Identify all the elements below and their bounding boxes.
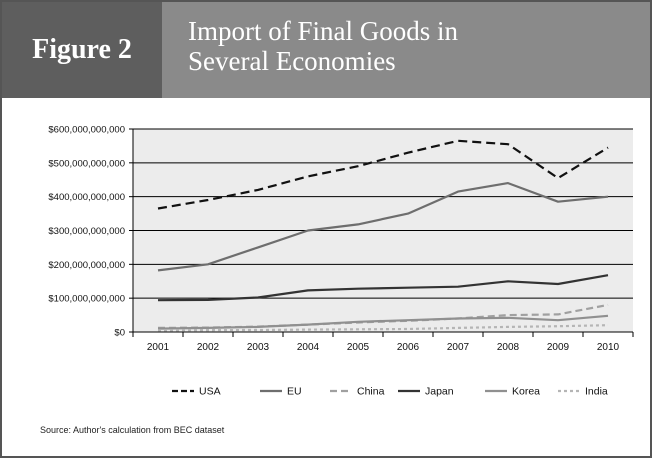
legend-label-eu: EU	[287, 386, 302, 398]
x-tick-label: 2004	[297, 342, 320, 353]
x-tick-label: 2009	[547, 342, 570, 353]
y-tick-label: $500,000,000,000	[48, 158, 125, 169]
legend-label-china: China	[357, 386, 385, 398]
x-tick-label: 2002	[197, 342, 220, 353]
series-line-japan	[157, 274, 609, 302]
y-tick-label: $200,000,000,000	[48, 260, 125, 271]
x-tick-label: 2001	[147, 342, 170, 353]
y-tick-label: $300,000,000,000	[48, 226, 125, 237]
x-tick-label: 2008	[497, 342, 520, 353]
line-chart: $0 $100,000,000,000 $200,000,000,000 $300,0…	[48, 125, 634, 398]
legend-label-usa: USA	[199, 386, 221, 398]
y-tick-label: $600,000,000,000	[48, 125, 125, 136]
x-tick-label: 2006	[397, 342, 420, 353]
x-tick-label: 2007	[447, 342, 470, 353]
x-tick-label: 2005	[347, 342, 370, 353]
figure-title: Import of Final Goods in Several Economi…	[188, 16, 458, 76]
legend-label-japan: Japan	[425, 386, 454, 398]
figure-header: Figure 2 Import of Final Goods in Severa…	[2, 2, 650, 98]
legend-label-korea: Korea	[512, 386, 540, 398]
y-tick-label: $100,000,000,000	[48, 294, 125, 305]
series-line-usa	[157, 139, 609, 210]
y-tick-label: $0	[114, 328, 125, 339]
figure-number: Figure 2	[2, 2, 162, 98]
x-tick-label: 2003	[247, 342, 270, 353]
series-line-eu	[157, 181, 609, 272]
source-note: Source: Author's calculation from BEC da…	[40, 425, 225, 435]
y-tick-label: $400,000,000,000	[48, 192, 125, 203]
legend-label-india: India	[585, 386, 608, 398]
x-tick-label: 2010	[597, 342, 620, 353]
series-line-korea	[157, 314, 609, 330]
